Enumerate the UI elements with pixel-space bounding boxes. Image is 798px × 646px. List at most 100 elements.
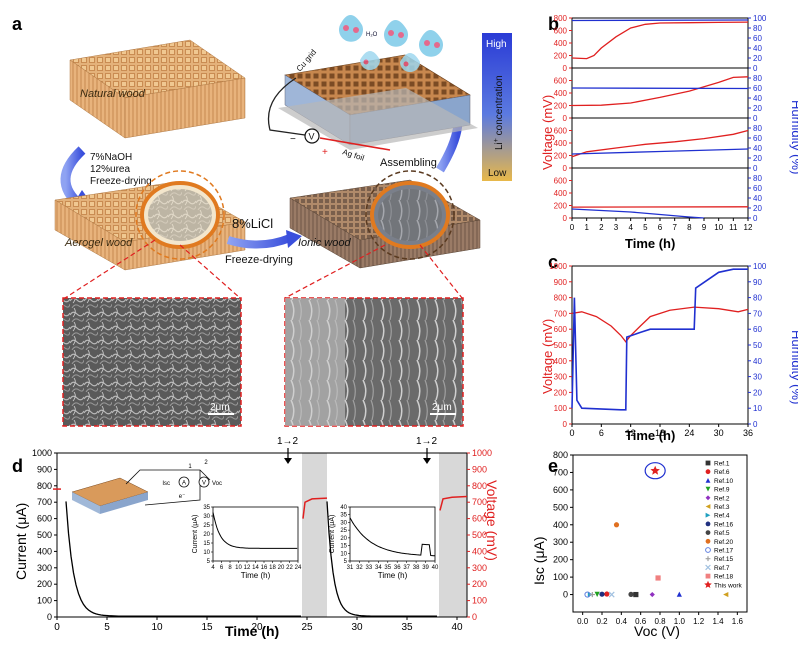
c-left-tick-label: 0	[563, 420, 568, 429]
d-switch-arrow-head-1	[284, 458, 292, 464]
e-legend-marker-ref-10	[706, 478, 711, 483]
e-x-tick-label: 1.0	[674, 617, 686, 626]
sem-bright-region	[285, 298, 345, 426]
c-x-tick-label: 0	[569, 428, 574, 438]
gradient-high: High	[486, 39, 507, 50]
b-left-tick-label: 600	[554, 77, 568, 86]
b-x-tick-label: 5	[643, 223, 648, 232]
e-y-tick-label: 0	[563, 590, 568, 600]
b-ylabel-right: Humidity (%)	[789, 100, 798, 174]
c-humidity-line	[572, 269, 748, 410]
e-legend-label-ref-3: Ref.3	[714, 504, 730, 511]
e-y-tick-label: 300	[553, 537, 568, 547]
e-legend-label-ref-16: Ref.16	[714, 521, 734, 528]
d-right-tick-label: 600	[472, 514, 487, 524]
c-right-tick-label: 60	[753, 325, 762, 334]
d-left-tick-label: 0	[47, 612, 52, 622]
d-right-tick-label: 300	[472, 563, 487, 573]
e-legend-marker-this-work	[704, 581, 712, 588]
b-right-tick-label: 60	[753, 184, 762, 193]
d-inset-2-y-tick-label: 15	[340, 544, 347, 550]
scale-label-2: 2μm	[432, 402, 452, 413]
d-left-tick-label: 1000	[32, 448, 52, 458]
e-y-tick-label: 200	[553, 555, 568, 565]
b-right-tick-label: 20	[753, 204, 762, 213]
d-right-tick-label: 800	[472, 481, 487, 491]
b-left-tick-label: 800	[554, 14, 568, 23]
c-right-tick-label: 40	[753, 357, 762, 366]
d-switch-2: 1→2	[416, 436, 438, 447]
b-right-tick-label: 20	[753, 54, 762, 63]
d-x-tick-label: 30	[351, 622, 363, 633]
d-x-tick-label: 10	[151, 622, 163, 633]
c-right-tick-label: 10	[753, 404, 762, 413]
d-switch-1: 1→2	[277, 436, 299, 447]
d-left-tick-label: 600	[37, 514, 52, 524]
d-inset-2-ylabel: Current (μA)	[329, 515, 336, 554]
b-xlabel: Time (h)	[625, 236, 675, 251]
d-right-tick-label: 500	[472, 530, 487, 540]
panel-d: d Current (μA) Voltage (mV) Time (h) 1→2…	[12, 436, 500, 639]
d-inset-1-x-tick-label: 8	[228, 565, 232, 571]
d-x-tick-label: 15	[201, 622, 213, 633]
gradient-low: Low	[488, 168, 507, 179]
c-right-tick-label: 80	[753, 294, 762, 303]
freeze-drying-label-2: Freeze-drying	[225, 254, 293, 266]
d-inset-1-xlabel: Time (h)	[241, 571, 271, 580]
b-left-tick-label: 200	[554, 102, 568, 111]
d-x-tick-label: 20	[251, 622, 263, 633]
e-legend-label-ref-10: Ref.10	[714, 478, 734, 485]
c-right-tick-label: 20	[753, 388, 762, 397]
e-legend-marker-ref-16	[706, 522, 711, 527]
d-inset-2-x-tick-label: 40	[432, 565, 439, 571]
e-y-tick-label: 500	[553, 502, 568, 512]
e-point-ref-1	[633, 592, 638, 597]
e-x-tick-label: 0.8	[654, 617, 666, 626]
b-x-tick-label: 4	[628, 223, 633, 232]
d-inset-2-y-tick-label: 20	[340, 536, 347, 542]
b-right-tick-label: 40	[753, 194, 762, 203]
d-isc-label: Isc	[162, 481, 170, 487]
c-right-tick-label: 70	[753, 309, 762, 318]
b-left-tick-label: 400	[554, 189, 568, 198]
e-legend-marker-ref-15	[706, 556, 711, 561]
d-left-tick-label: 800	[37, 481, 52, 491]
d-inset-2-frame	[350, 507, 435, 561]
ionic-wood-label: Ionic wood	[298, 237, 351, 249]
e-legend-label-ref-7: Ref.7	[714, 565, 730, 572]
e-legend-label-ref-15: Ref.15	[714, 556, 734, 563]
e-ylabel: Isc (μA)	[531, 536, 547, 585]
c-left-tick-label: 700	[554, 309, 568, 318]
d-right-tick-label: 200	[472, 579, 487, 589]
e-legend-marker-ref-6	[706, 469, 711, 474]
d-voc-label: Voc	[212, 481, 222, 487]
d-inset-1-y-tick-label: 10	[203, 550, 210, 556]
e-legend-label-ref-20: Ref.20	[714, 539, 734, 546]
d-inset-1-x-tick-label: 4	[211, 565, 215, 571]
water-label: H₂O	[366, 32, 378, 38]
c-right-tick-label: 100	[753, 262, 767, 271]
panel-e: e Isc (μA) Voc (V) 010020030040050060070…	[531, 450, 747, 639]
d-left-tick-label: 400	[37, 546, 52, 556]
b-left-tick-label: 200	[554, 202, 568, 211]
d-x-tick-label: 40	[451, 622, 463, 633]
ag-foil-label: Ag foil	[341, 147, 365, 162]
b-left-tick-label: 0	[563, 64, 568, 73]
e-y-tick-label: 600	[553, 485, 568, 495]
b-right-tick-label: 80	[753, 74, 762, 83]
c-ylabel-right: Humidity (%)	[789, 330, 798, 404]
d-inset-1-y-tick-label: 15	[203, 541, 210, 547]
e-y-tick-label: 800	[553, 450, 568, 460]
minus-sign: −	[290, 134, 296, 145]
e-legend-label-ref-18: Ref.18	[714, 574, 734, 581]
c-left-tick-label: 800	[554, 294, 568, 303]
d-x-tick-label: 35	[401, 622, 413, 633]
d-switch-pos-2: 2	[204, 460, 208, 466]
ionic-wood-block	[290, 171, 480, 268]
b-left-tick-label: 600	[554, 127, 568, 136]
d-right-tick-label: 400	[472, 546, 487, 556]
d-electron-label: e⁻	[179, 494, 186, 500]
e-legend-marker-ref-17	[706, 548, 711, 553]
e-point-ref-5	[628, 592, 633, 597]
